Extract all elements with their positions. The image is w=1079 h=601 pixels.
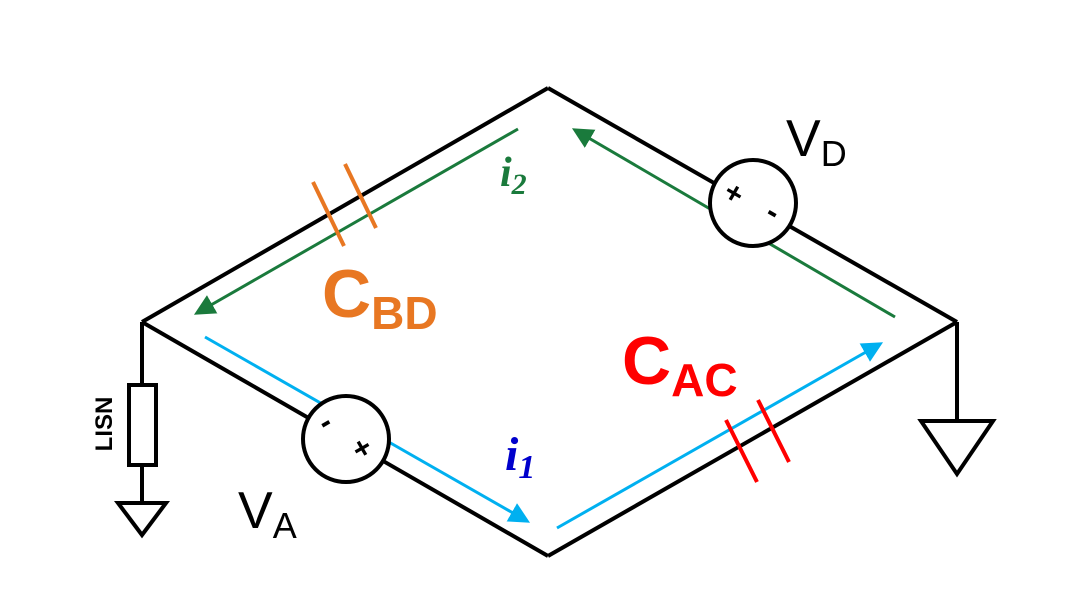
label-cac-sub: AC xyxy=(671,354,737,406)
lisn-label: LISN xyxy=(91,397,118,452)
capacitor-cac xyxy=(724,399,791,483)
label-vd-sub: D xyxy=(821,133,847,174)
label-i1-sub: 1 xyxy=(518,449,535,486)
lisn-branch xyxy=(114,322,170,539)
voltage-source-va: - + xyxy=(301,394,391,484)
label-vd: VD xyxy=(786,110,847,174)
voltage-source-vd: + - xyxy=(708,158,798,248)
label-cac: CAC xyxy=(622,323,738,406)
i2-arrow-left xyxy=(193,127,519,315)
label-i1-main: i xyxy=(505,428,519,481)
label-va: VA xyxy=(238,482,297,546)
label-cbd-sub: BD xyxy=(371,287,437,339)
wire-top-left xyxy=(141,86,549,324)
label-i1: i1 xyxy=(505,428,535,486)
label-va-main: V xyxy=(238,482,273,540)
label-cac-main: C xyxy=(622,323,671,399)
label-cbd: CBD xyxy=(322,256,438,339)
lisn-resistor xyxy=(127,383,158,467)
label-i2: i2 xyxy=(500,150,527,201)
capacitor-cbd xyxy=(311,163,378,247)
label-va-sub: A xyxy=(273,505,297,546)
label-i2-main: i xyxy=(500,150,512,196)
wire-bottom-right xyxy=(547,320,958,558)
i1-arrow-right xyxy=(556,342,884,530)
label-vd-main: V xyxy=(786,110,821,168)
label-cbd-main: C xyxy=(322,256,371,332)
label-i2-sub: 2 xyxy=(511,168,527,201)
ground-right-icon xyxy=(917,419,997,478)
right-ground-branch xyxy=(917,322,997,478)
ground-left-icon xyxy=(114,501,170,539)
